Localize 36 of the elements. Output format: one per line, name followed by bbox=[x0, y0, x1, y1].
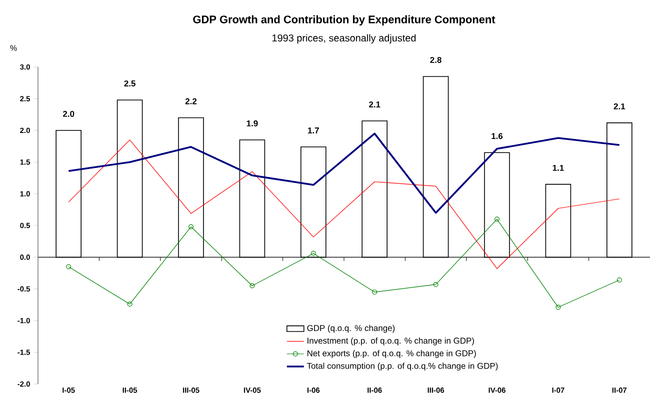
point bbox=[127, 302, 132, 307]
bar bbox=[178, 117, 204, 258]
point bbox=[433, 282, 438, 287]
legend-label: Investment (p.p. of q.o.q. % change in GDP) bbox=[308, 337, 474, 346]
bar bbox=[239, 140, 266, 258]
bar bbox=[300, 146, 326, 258]
point bbox=[250, 283, 255, 288]
chart-subtitle: 1993 prices, seasonally adjusted bbox=[272, 34, 416, 44]
data-label: 2.0 bbox=[63, 110, 74, 117]
bar bbox=[56, 130, 82, 258]
legend-label: GDP (q.o.q. % change) bbox=[307, 324, 395, 333]
bar bbox=[545, 184, 572, 258]
point bbox=[310, 250, 316, 256]
data-label: 1.6 bbox=[492, 133, 503, 140]
data-label: 2.5 bbox=[124, 80, 136, 86]
data-label: 1.9 bbox=[246, 120, 258, 126]
data-label: 1.7 bbox=[308, 128, 319, 134]
point bbox=[372, 290, 378, 295]
bar bbox=[606, 122, 632, 258]
data-label: 2.2 bbox=[185, 98, 197, 104]
line-series bbox=[68, 140, 620, 269]
legend-label: Total consumption (p.p. of q.o.q.% change in GDP) bbox=[306, 362, 498, 371]
point bbox=[494, 216, 500, 222]
bar bbox=[116, 100, 143, 258]
bar bbox=[484, 152, 510, 258]
data-label: 2.1 bbox=[369, 101, 380, 108]
bar bbox=[362, 120, 388, 258]
data-label: 2.8 bbox=[430, 57, 442, 63]
line-series bbox=[68, 132, 620, 214]
legend-label: Net exports (p.p. of q.o.q. % change in GDP) bbox=[307, 350, 476, 358]
point bbox=[556, 304, 561, 310]
point bbox=[188, 224, 194, 230]
chart-title: GDP Growth and Contribution by Expenditure Component bbox=[193, 15, 496, 26]
data-label: 2.1 bbox=[614, 103, 626, 110]
bar bbox=[422, 76, 449, 258]
data-label: 1.1 bbox=[552, 164, 564, 171]
